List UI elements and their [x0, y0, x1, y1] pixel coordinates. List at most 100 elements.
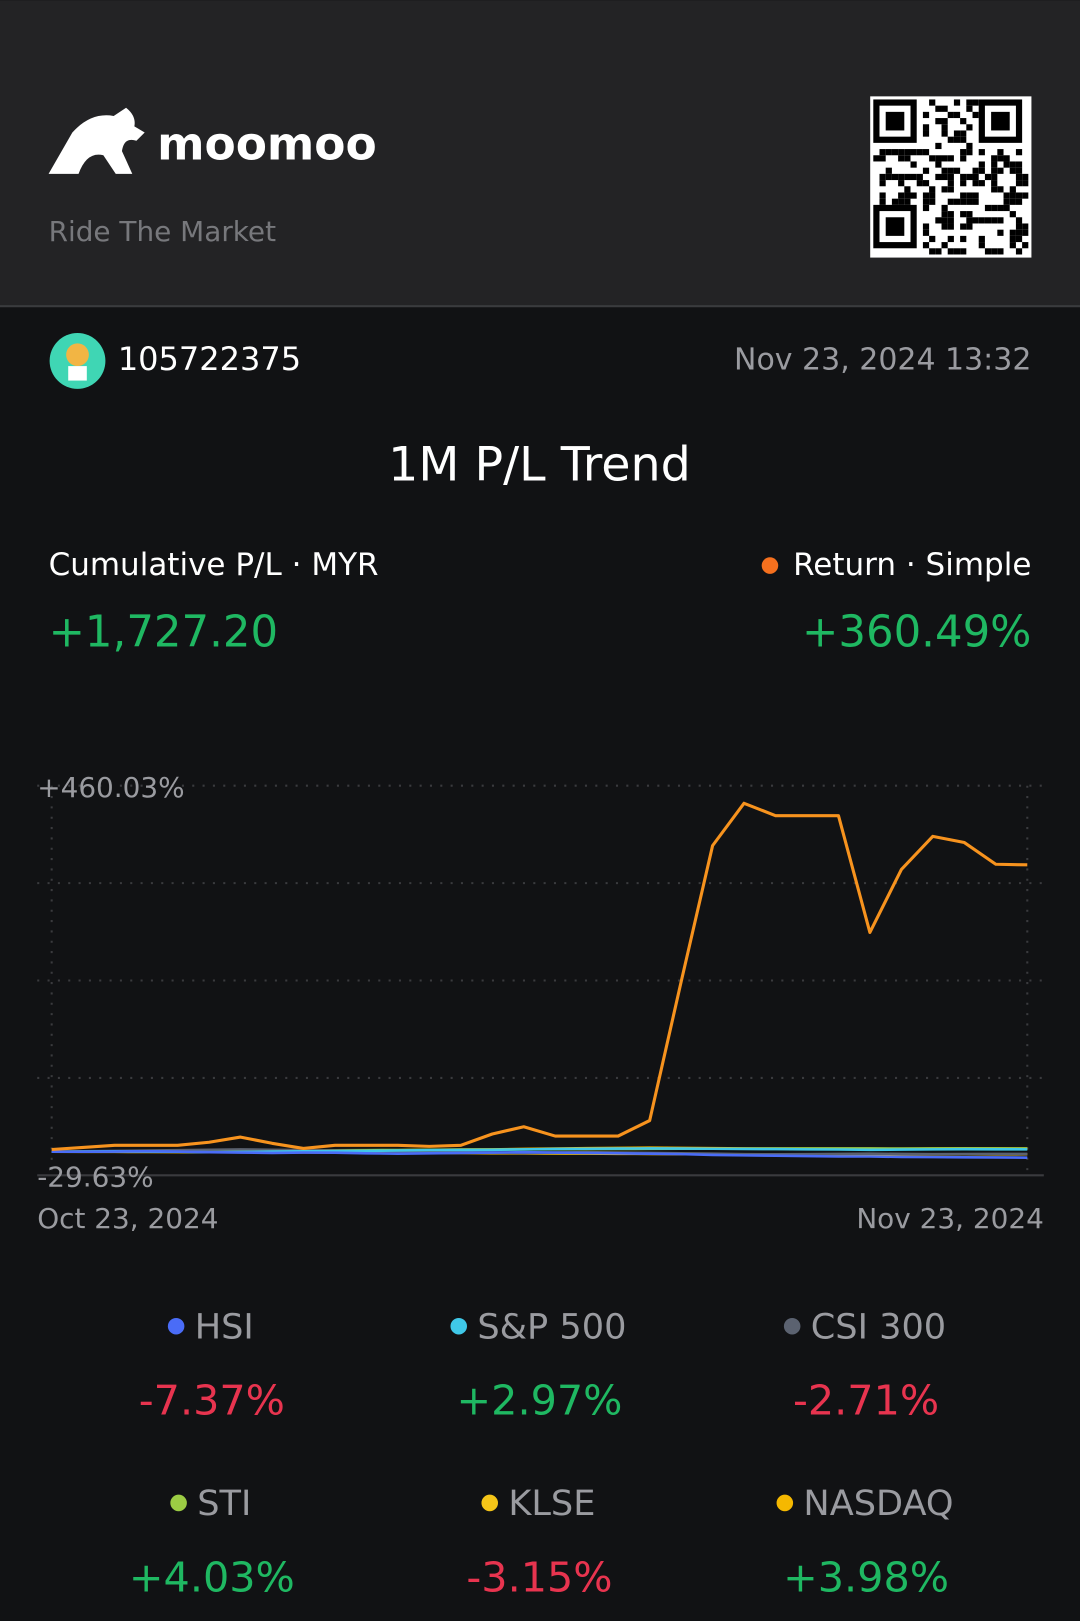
x-tick-label: Nov 23, 2024: [856, 1202, 1044, 1235]
qr-module: [904, 192, 911, 199]
qr-module: [885, 149, 892, 156]
qr-module: [947, 173, 954, 181]
series-line: [51, 801, 1028, 1152]
qr-module: [929, 248, 936, 255]
qr-module: [922, 111, 930, 119]
qr-module: [941, 167, 948, 174]
qr-module: [960, 155, 967, 162]
return-label: Return · Simple: [793, 547, 1031, 583]
qr-module: [1015, 192, 1023, 199]
qr-module: [1022, 242, 1029, 249]
qr-module: [947, 235, 954, 243]
qr-module: [935, 173, 942, 181]
qr-module: [935, 118, 942, 125]
qr-module: [879, 180, 886, 187]
qr-module: [960, 211, 967, 218]
qr-module: [966, 217, 973, 224]
qr-module: [1022, 180, 1029, 187]
qr-module: [972, 192, 979, 199]
logo-icon: [48, 107, 145, 174]
qr-module: [953, 167, 961, 174]
qr-module: [960, 173, 967, 181]
benchmark-name: CSI 300: [811, 1306, 946, 1347]
qr-module: [947, 167, 954, 174]
qr-module: [1003, 192, 1010, 199]
qr-module: [966, 99, 973, 106]
qr-module: [978, 235, 985, 243]
qr-module: [898, 192, 905, 199]
qr-module: [972, 180, 979, 187]
benchmark-value: +2.97%: [457, 1377, 623, 1425]
benchmark-value: +4.03%: [129, 1553, 295, 1601]
qr-module: [916, 173, 923, 181]
y-tick-label: +460.03%: [37, 771, 184, 804]
qr-module: [1009, 192, 1016, 199]
qr-module: [1003, 161, 1010, 168]
qr-module: [891, 198, 899, 205]
qr-module: [947, 223, 954, 230]
qr-module: [935, 155, 942, 162]
qr-module: [978, 217, 985, 224]
qr-module: [966, 105, 973, 112]
qr-module: [1009, 235, 1016, 243]
qr-module: [1003, 155, 1010, 162]
qr-module: [1003, 204, 1010, 212]
qr-module: [891, 173, 899, 181]
qr-module: [916, 149, 923, 156]
qr-module: [947, 211, 954, 218]
benchmark-dot: [783, 1317, 801, 1335]
qr-module: [991, 186, 998, 193]
qr-finder: [991, 111, 1010, 131]
qr-module: [904, 198, 911, 205]
qr-module: [941, 130, 948, 137]
qr-module: [966, 223, 973, 230]
qr-module: [891, 149, 899, 156]
qr-module: [960, 248, 967, 255]
qr-module: [941, 242, 948, 249]
qr-module: [984, 204, 992, 212]
qr-module: [984, 248, 992, 255]
benchmark-value: -2.71%: [793, 1377, 939, 1425]
benchmark-value: +3.98%: [783, 1553, 949, 1601]
qr-module: [972, 167, 979, 174]
qr-module: [972, 198, 979, 205]
qr-module: [929, 155, 936, 162]
qr-module: [929, 99, 936, 106]
qr-module: [879, 192, 886, 199]
qr-module: [935, 161, 942, 168]
qr-module: [1015, 248, 1023, 255]
qr-module: [904, 149, 911, 156]
qr-module: [997, 155, 1004, 162]
qr-module: [879, 149, 886, 156]
qr-module: [953, 99, 961, 106]
qr-module: [960, 192, 967, 199]
qr-module: [960, 130, 967, 137]
benchmark-dot: [167, 1317, 185, 1335]
qr-module: [1015, 173, 1023, 181]
qr-module: [1022, 229, 1029, 236]
qr-module: [910, 161, 917, 168]
qr-module: [941, 124, 948, 131]
qr-module: [898, 180, 905, 187]
qr-module: [997, 229, 1004, 236]
qr-module: [960, 149, 967, 156]
qr-module: [922, 242, 930, 249]
qr-module: [1009, 167, 1016, 174]
qr-module: [941, 155, 948, 162]
qr-module: [922, 149, 930, 156]
qr-module: [1009, 198, 1016, 205]
tagline: Ride The Market: [49, 215, 277, 248]
benchmark-value: -7.37%: [139, 1377, 285, 1425]
benchmark-dot: [481, 1494, 499, 1512]
qr-module: [1015, 198, 1023, 205]
qr-module: [916, 180, 923, 187]
benchmark-dot: [776, 1494, 794, 1512]
qr-module: [1022, 173, 1029, 181]
timestamp: Nov 23, 2024 13:32: [734, 342, 1031, 377]
qr-module: [935, 217, 942, 224]
qr-module: [953, 111, 961, 119]
benchmark-name: S&P 500: [477, 1306, 626, 1347]
qr-module: [1015, 217, 1023, 224]
qr-module: [898, 198, 905, 205]
